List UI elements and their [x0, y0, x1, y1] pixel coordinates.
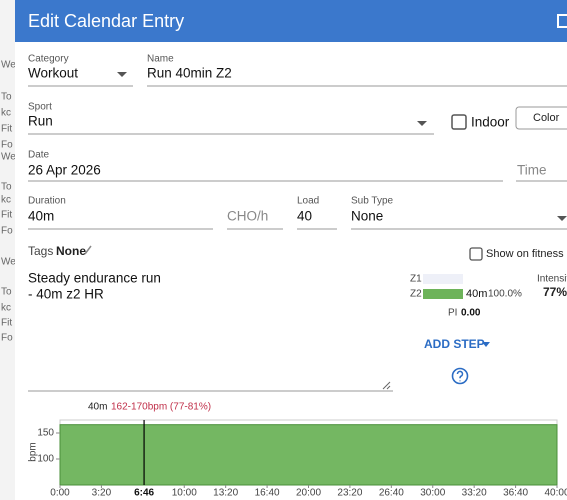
- tags-label: Tags: [28, 244, 53, 258]
- field-label: Load: [297, 196, 319, 207]
- maximize-button[interactable]: [557, 14, 567, 28]
- background-text: kc: [1, 303, 11, 314]
- checkbox[interactable]: [469, 247, 483, 261]
- background-text: Fo: [1, 140, 13, 151]
- description-line[interactable]: Steady endurance run: [28, 271, 161, 286]
- x-tick-label: 30:00: [420, 488, 445, 499]
- input-value[interactable]: 40: [297, 209, 312, 224]
- field-label: Sport: [28, 102, 52, 113]
- help-glyph: [456, 370, 464, 382]
- input-value[interactable]: 40m: [28, 209, 54, 224]
- dropdown-arrow[interactable]: [482, 342, 490, 347]
- tags-value[interactable]: None: [56, 244, 86, 258]
- help-icon[interactable]: [451, 367, 469, 385]
- background-text: kc: [1, 108, 11, 119]
- x-tick-label: 33:20: [462, 488, 487, 499]
- background-text: Fit: [1, 124, 12, 135]
- background-text: Fo: [1, 226, 13, 237]
- x-tick-label: 20:00: [296, 488, 321, 499]
- select-value[interactable]: Run: [28, 114, 53, 129]
- background-text: Fit: [1, 318, 12, 329]
- dropdown-arrow[interactable]: [117, 72, 127, 77]
- x-tick-label: 36:40: [503, 488, 528, 499]
- placeholder[interactable]: Time: [517, 163, 547, 178]
- resize-handle[interactable]: [382, 381, 391, 390]
- intensity-label: Intensit: [537, 274, 567, 285]
- dialog-header: [15, 0, 567, 42]
- checkbox-label: Show on fitness lin: [486, 248, 567, 260]
- zone-bar-bg: [423, 274, 463, 284]
- y-tick-label: 150: [37, 428, 54, 439]
- checkbox-label: Indoor: [471, 115, 510, 130]
- annotation-target: 162-170bpm (77-81%): [111, 402, 211, 413]
- zone-name: Z1: [410, 274, 422, 285]
- field-label: Sub Type: [351, 196, 394, 207]
- annotation-duration: 40m: [88, 402, 107, 413]
- dialog-title: Edit Calendar Entry: [28, 11, 184, 31]
- zone-bar: [423, 289, 463, 299]
- input-value[interactable]: 26 Apr 2026: [28, 163, 101, 178]
- zone-percent: 100.0%: [488, 289, 522, 300]
- checkbox[interactable]: [451, 114, 467, 130]
- y-axis-label: bpm: [28, 442, 39, 461]
- field-label: Duration: [28, 196, 66, 207]
- placeholder[interactable]: CHO/h: [227, 209, 268, 224]
- x-tick-label: 0:00: [50, 488, 70, 499]
- background-text: Fit: [1, 210, 12, 221]
- pi-label: PI: [448, 308, 457, 319]
- background-text: To: [1, 287, 12, 298]
- x-tick-label: 3:20: [92, 488, 112, 499]
- y-tick-label: 100: [37, 454, 54, 465]
- x-tick-label: 10:00: [172, 488, 197, 499]
- color-button[interactable]: [515, 106, 567, 130]
- intensity-value: 77%: [543, 285, 567, 299]
- cursor-label: 6:46: [134, 488, 154, 499]
- input-value[interactable]: Run 40min Z2: [147, 66, 232, 81]
- background-text: We: [1, 60, 16, 71]
- background-text: We: [1, 257, 16, 268]
- field-label: Category: [28, 54, 69, 65]
- field-label: Name: [147, 54, 174, 65]
- step-bar: [59, 424, 558, 486]
- background-text: Fo: [1, 333, 13, 344]
- description-line[interactable]: - 40m z2 HR: [28, 287, 104, 302]
- background-text: To: [1, 182, 12, 193]
- workout-chart: 40m 162-170bpm (77-81%) 100 150 bpm 0:00 3:20 1…: [28, 402, 567, 499]
- field-label: Date: [28, 150, 50, 161]
- background-text: kc: [1, 195, 11, 206]
- add-step-button[interactable]: ADD STEP: [424, 337, 485, 351]
- edit-icon[interactable]: [84, 245, 92, 255]
- button-label: Color: [533, 112, 560, 124]
- x-tick-label: 26:40: [379, 488, 404, 499]
- x-tick-label: 23:20: [337, 488, 362, 499]
- x-tick-label: 40:00: [544, 488, 567, 499]
- zone-time: 40m: [466, 288, 487, 300]
- x-tick-label: 13:20: [213, 488, 238, 499]
- background-text: To: [1, 92, 12, 103]
- zone-name: Z2: [410, 289, 422, 300]
- dropdown-arrow[interactable]: [417, 121, 427, 126]
- dropdown-arrow[interactable]: [557, 216, 567, 221]
- pi-value: 0.00: [461, 308, 481, 319]
- background-text: We: [1, 152, 16, 163]
- select-value[interactable]: None: [351, 209, 383, 224]
- x-tick-label: 16:40: [255, 488, 280, 499]
- select-value[interactable]: Workout: [28, 66, 78, 81]
